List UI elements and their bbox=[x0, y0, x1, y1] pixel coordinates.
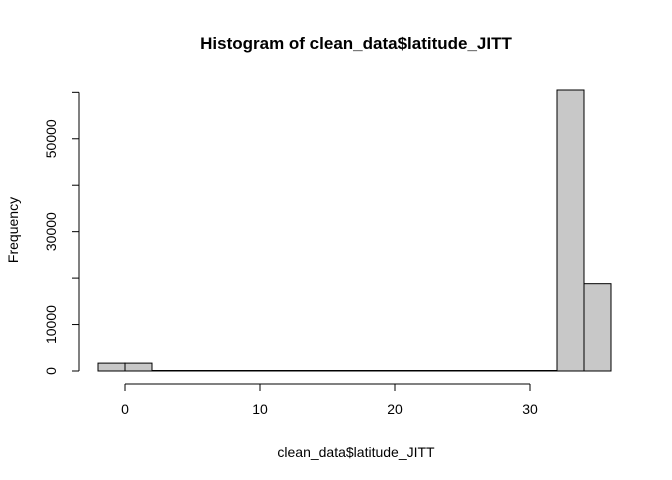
bars-group bbox=[97, 89, 612, 372]
histogram-bar bbox=[502, 370, 531, 372]
x-tick-label: 10 bbox=[252, 401, 268, 417]
histogram-bar bbox=[205, 370, 234, 372]
histogram-bar bbox=[394, 370, 423, 372]
histogram-bar bbox=[475, 370, 504, 372]
y-tick-label: 30000 bbox=[43, 212, 59, 251]
histogram-bar bbox=[340, 370, 369, 372]
y-axis-label: Frequency bbox=[5, 197, 21, 263]
histogram-bar bbox=[151, 370, 180, 372]
histogram-bar bbox=[259, 370, 288, 372]
x-axis-label: clean_data$latitude_JITT bbox=[277, 444, 435, 460]
x-axis: 0 10 20 30 bbox=[121, 383, 538, 417]
histogram-bar bbox=[286, 370, 315, 372]
histogram-bar bbox=[367, 370, 396, 372]
y-axis: 0 10000 30000 50000 bbox=[43, 91, 80, 375]
histogram-bar bbox=[583, 283, 612, 372]
y-tick-label: 50000 bbox=[43, 119, 59, 158]
x-tick-label: 30 bbox=[522, 401, 538, 417]
x-tick-label: 0 bbox=[121, 401, 129, 417]
x-tick-label: 20 bbox=[387, 401, 403, 417]
chart-title: Histogram of clean_data$latitude_JITT bbox=[200, 34, 512, 53]
histogram-bar bbox=[421, 370, 450, 372]
histogram-bar bbox=[232, 370, 261, 372]
y-tick-label: 0 bbox=[43, 367, 59, 375]
histogram-bar bbox=[448, 370, 477, 372]
histogram-bar bbox=[313, 370, 342, 372]
histogram-bar bbox=[97, 362, 126, 372]
histogram-bar bbox=[556, 89, 585, 372]
histogram-bar bbox=[529, 370, 558, 372]
histogram-bar bbox=[124, 362, 153, 372]
y-tick-label: 10000 bbox=[43, 305, 59, 344]
histogram-bar bbox=[178, 370, 207, 372]
